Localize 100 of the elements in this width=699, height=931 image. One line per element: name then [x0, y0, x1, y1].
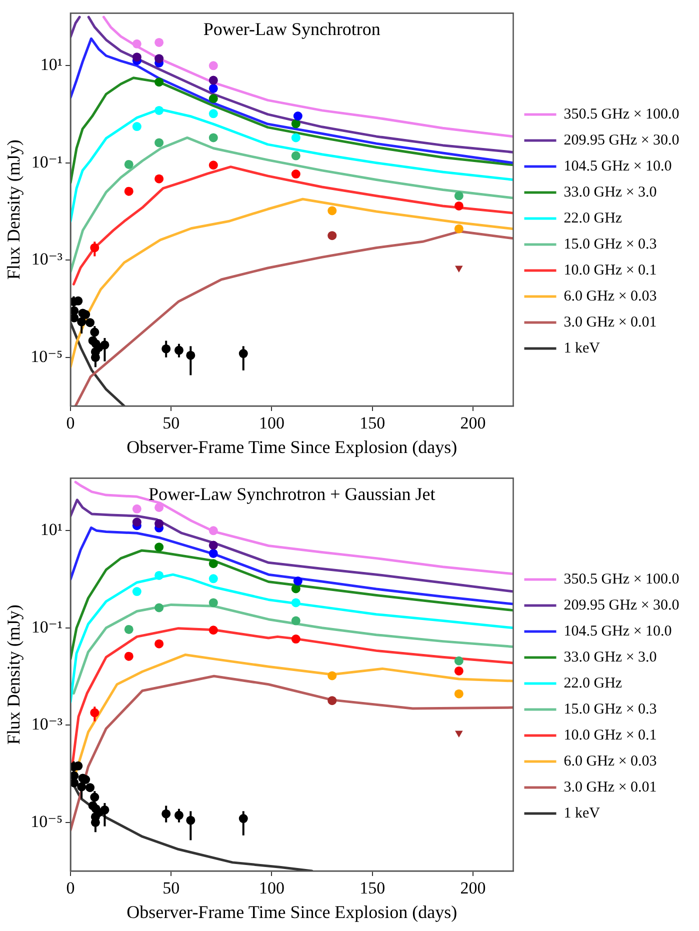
legend-label: 1 keV — [564, 340, 600, 356]
legend-label: 6.0 GHz × 0.03 — [564, 753, 657, 770]
point — [208, 598, 218, 608]
point — [154, 78, 164, 87]
point — [132, 504, 142, 514]
chart-title: Power-Law Synchrotron + Gaussian Jet — [148, 484, 436, 504]
legend-label: 104.5 GHz × 10.0 — [564, 623, 672, 640]
y-axis-title: Flux Density (mJy) — [4, 140, 24, 280]
x-tick-label: 100 — [259, 414, 284, 433]
point — [208, 160, 218, 170]
legend-label: 15.0 GHz × 0.3 — [564, 701, 657, 718]
y-tick-label: 10⁻¹ — [31, 152, 62, 172]
point — [132, 518, 142, 527]
point — [70, 313, 79, 322]
point — [124, 186, 134, 196]
legend-label: 33.0 GHz × 3.0 — [564, 649, 657, 666]
legend-label: 22.0 GHz — [564, 210, 622, 226]
y-tick-label: 10⁻³ — [31, 250, 62, 269]
point — [328, 231, 337, 240]
point — [208, 84, 218, 93]
point — [291, 598, 300, 608]
x-tick-label: 200 — [460, 414, 486, 433]
point — [86, 318, 95, 328]
legend-label: 1 keV — [564, 805, 600, 822]
point — [328, 696, 337, 706]
point — [291, 584, 300, 594]
point — [291, 133, 300, 142]
legend-label: 6.0 GHz × 0.03 — [564, 288, 657, 304]
point — [208, 109, 218, 118]
point — [455, 730, 463, 738]
legend-label: 3.0 GHz × 0.01 — [564, 779, 657, 796]
x-tick-label: 150 — [360, 414, 386, 433]
x-tick-label: 200 — [460, 878, 486, 898]
legend-label: 209.95 GHz × 30.0 — [564, 132, 680, 148]
x-tick-label: 0 — [66, 878, 75, 898]
point — [454, 689, 464, 698]
point — [454, 224, 464, 234]
point — [124, 652, 134, 661]
y-tick-label: 10¹ — [40, 55, 62, 74]
legend-label: 33.0 GHz × 3.0 — [564, 184, 657, 200]
legend-label: 10.0 GHz × 0.1 — [564, 727, 657, 744]
point — [208, 94, 218, 104]
point — [70, 778, 79, 788]
point — [208, 548, 218, 558]
point — [86, 783, 95, 792]
legend-label: 350.5 GHz × 100.0 — [564, 571, 680, 588]
point — [455, 266, 463, 272]
x-axis-title: Observer-Frame Time Since Explosion (days) — [126, 436, 458, 457]
point — [154, 138, 164, 148]
point — [154, 603, 164, 612]
y-tick-label: 10¹ — [40, 520, 62, 540]
legend-label: 15.0 GHz × 0.3 — [564, 236, 657, 252]
x-tick-label: 150 — [360, 878, 386, 898]
point — [208, 574, 218, 584]
legend-label: 350.5 GHz × 100.0 — [564, 106, 680, 122]
point — [291, 119, 300, 128]
x-tick-label: 50 — [162, 878, 180, 898]
point — [154, 570, 164, 580]
point — [154, 54, 164, 64]
point — [132, 122, 142, 132]
legend-label: 10.0 GHz × 0.1 — [564, 262, 657, 278]
point — [208, 559, 218, 568]
legend-label: 22.0 GHz — [564, 675, 622, 692]
point — [208, 76, 218, 85]
y-axis-title: Flux Density (mJy) — [4, 604, 24, 745]
x-tick-label: 50 — [162, 414, 180, 433]
point — [454, 201, 464, 210]
point — [154, 639, 164, 648]
point — [132, 52, 142, 62]
point — [291, 170, 300, 179]
point — [132, 587, 142, 596]
point — [328, 206, 337, 216]
legend-label: 209.95 GHz × 30.0 — [564, 597, 680, 614]
y-tick-label: 10⁻³ — [31, 714, 62, 734]
point — [154, 502, 164, 512]
point — [454, 656, 464, 666]
point — [132, 39, 142, 48]
point — [154, 519, 164, 528]
point — [208, 626, 218, 635]
point — [208, 540, 218, 550]
legend-label: 3.0 GHz × 0.01 — [564, 314, 657, 330]
point — [154, 106, 164, 115]
y-tick-label: 10⁻⁵ — [30, 346, 63, 366]
y-tick-label: 10⁻¹ — [31, 617, 62, 636]
y-tick-label: 10⁻⁵ — [30, 812, 63, 831]
point — [154, 38, 164, 47]
point — [124, 624, 134, 634]
point — [154, 542, 164, 552]
x-axis-title: Observer-Frame Time Since Explosion (days) — [126, 902, 458, 922]
chart-title: Power-Law Synchrotron — [203, 18, 380, 39]
point — [454, 666, 464, 676]
point — [291, 634, 300, 644]
point — [154, 174, 164, 184]
x-tick-label: 0 — [66, 414, 75, 433]
point — [454, 191, 464, 200]
point — [124, 160, 134, 169]
point — [291, 151, 300, 160]
point — [291, 616, 300, 626]
x-tick-label: 100 — [259, 878, 284, 898]
legend-label: 104.5 GHz × 10.0 — [564, 158, 672, 174]
